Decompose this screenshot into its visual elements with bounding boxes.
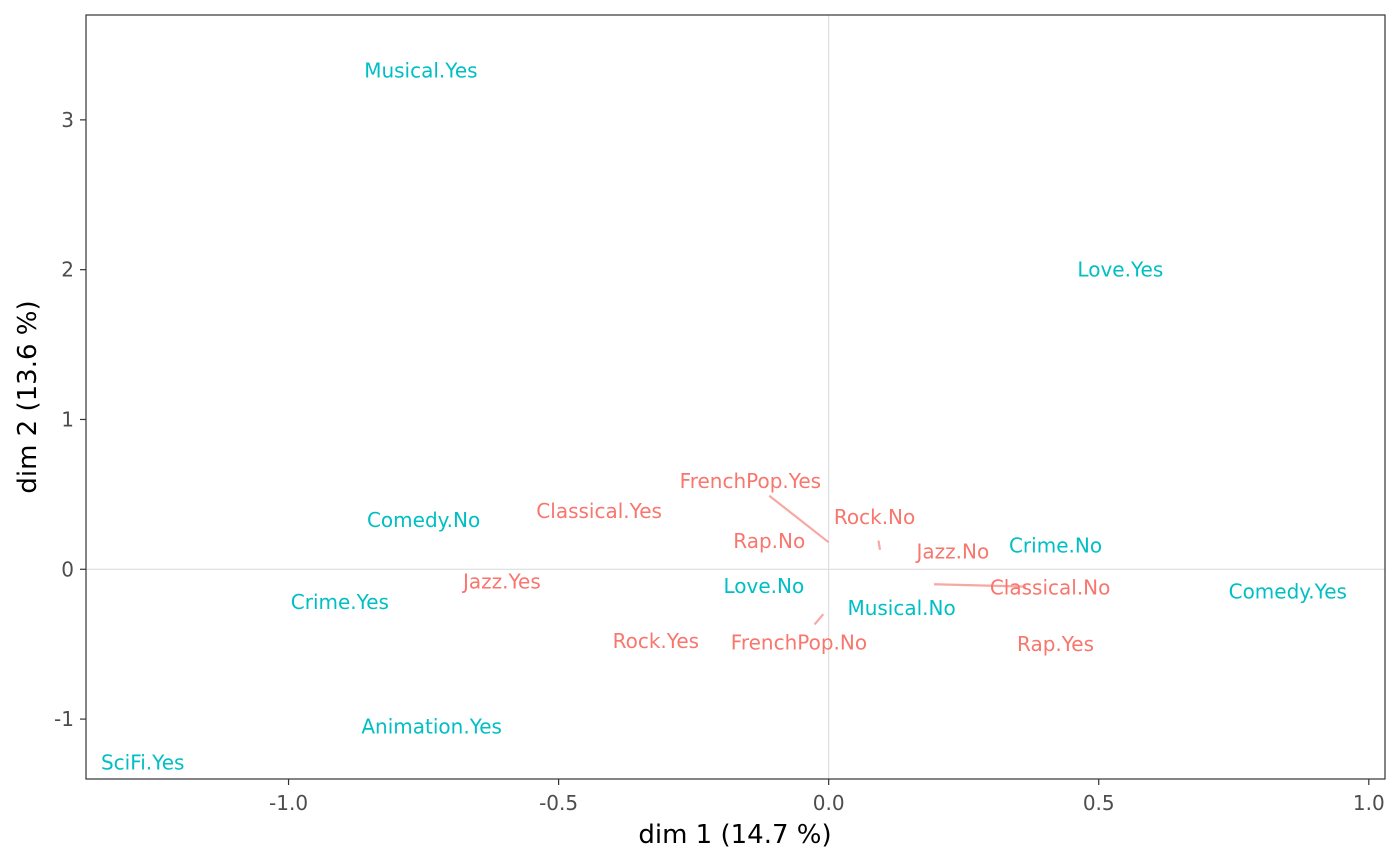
point-label: Crime.No	[1009, 533, 1102, 557]
point-label: Love.Yes	[1077, 258, 1163, 282]
point-label: FrenchPop.Yes	[680, 469, 821, 493]
y-tick-label: 2	[61, 258, 74, 282]
y-tick-label: -1	[54, 707, 74, 731]
label-leader-lines	[768, 494, 1027, 626]
point-label: Comedy.No	[367, 508, 480, 532]
y-axis: -1 0 1 2 3	[54, 108, 86, 731]
x-tick-label: 0.5	[1083, 791, 1115, 815]
x-tick-label: -1.0	[269, 791, 308, 815]
x-axis-title: dim 1 (14.7 %)	[638, 820, 831, 850]
point-label: Musical.No	[847, 596, 955, 620]
y-tick-label: 3	[61, 108, 74, 132]
point-label: Classical.Yes	[536, 499, 662, 523]
point-label: Jazz.No	[915, 539, 990, 563]
leader-line	[768, 494, 830, 544]
point-label: FrenchPop.No	[731, 631, 867, 655]
y-tick-label: 0	[61, 557, 74, 581]
point-label: Rock.No	[834, 505, 915, 529]
point-labels: FrenchPop.Yes Classical.Yes Rock.No Rap.No J…	[101, 58, 1347, 774]
x-tick-label: -0.5	[539, 791, 578, 815]
point-label: Rap.Yes	[1017, 632, 1094, 656]
point-label: Classical.No	[990, 575, 1111, 599]
point-label: Animation.Yes	[361, 715, 502, 739]
point-label: SciFi.Yes	[101, 751, 185, 775]
leader-line	[933, 583, 1027, 588]
x-tick-label: 1.0	[1353, 791, 1385, 815]
leader-line	[877, 540, 882, 550]
point-label: Comedy.Yes	[1229, 580, 1347, 604]
point-label: Rock.Yes	[613, 629, 699, 653]
y-tick-label: 1	[61, 407, 74, 431]
plot-panel: FrenchPop.Yes Classical.Yes Rock.No Rap.No J…	[85, 14, 1386, 780]
leader-line	[813, 613, 825, 626]
point-label: Musical.Yes	[364, 58, 477, 82]
point-label: Love.No	[723, 574, 804, 598]
point-label: Rap.No	[733, 529, 805, 553]
panel-border	[85, 14, 1386, 780]
point-label: Jazz.Yes	[461, 569, 541, 593]
panel-background	[86, 15, 1385, 779]
y-axis-title: dim 2 (13.6 %)	[13, 300, 43, 493]
x-tick-label: 0.0	[813, 791, 845, 815]
x-axis: -1.0 -0.5 0.0 0.5 1.0	[269, 779, 1385, 815]
point-label: Crime.Yes	[291, 590, 389, 614]
